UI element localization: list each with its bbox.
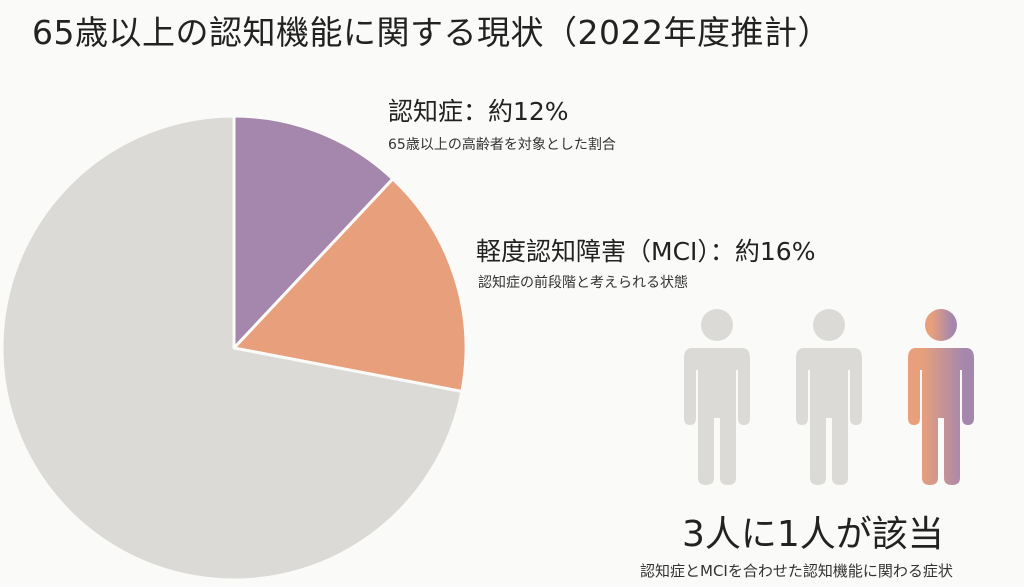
pie-slice-1 — [232, 177, 468, 393]
dementia-note: 65歳以上の高齢者を対象とした割合 — [388, 137, 616, 153]
caption: 認知症とMCIを合わせた認知機能に関わる症状 — [640, 562, 953, 580]
pie-chart — [0, 114, 468, 582]
dementia-label: 認知症：約12% — [388, 97, 569, 126]
person-icon — [684, 309, 750, 485]
people-icons — [684, 309, 974, 485]
page-title: 65歳以上の認知機能に関する現状（2022年度推計） — [32, 13, 831, 52]
mci-label: 軽度認知障害（MCI）：約16% — [476, 237, 816, 266]
headline: 3人に1人が該当 — [682, 514, 944, 555]
person-icon — [796, 309, 862, 485]
mci-note: 認知症の前段階と考えられる状態 — [478, 275, 688, 291]
person-icon-highlighted — [908, 309, 974, 485]
pie-slice-2 — [0, 114, 464, 582]
pie-slice-0 — [232, 114, 395, 350]
